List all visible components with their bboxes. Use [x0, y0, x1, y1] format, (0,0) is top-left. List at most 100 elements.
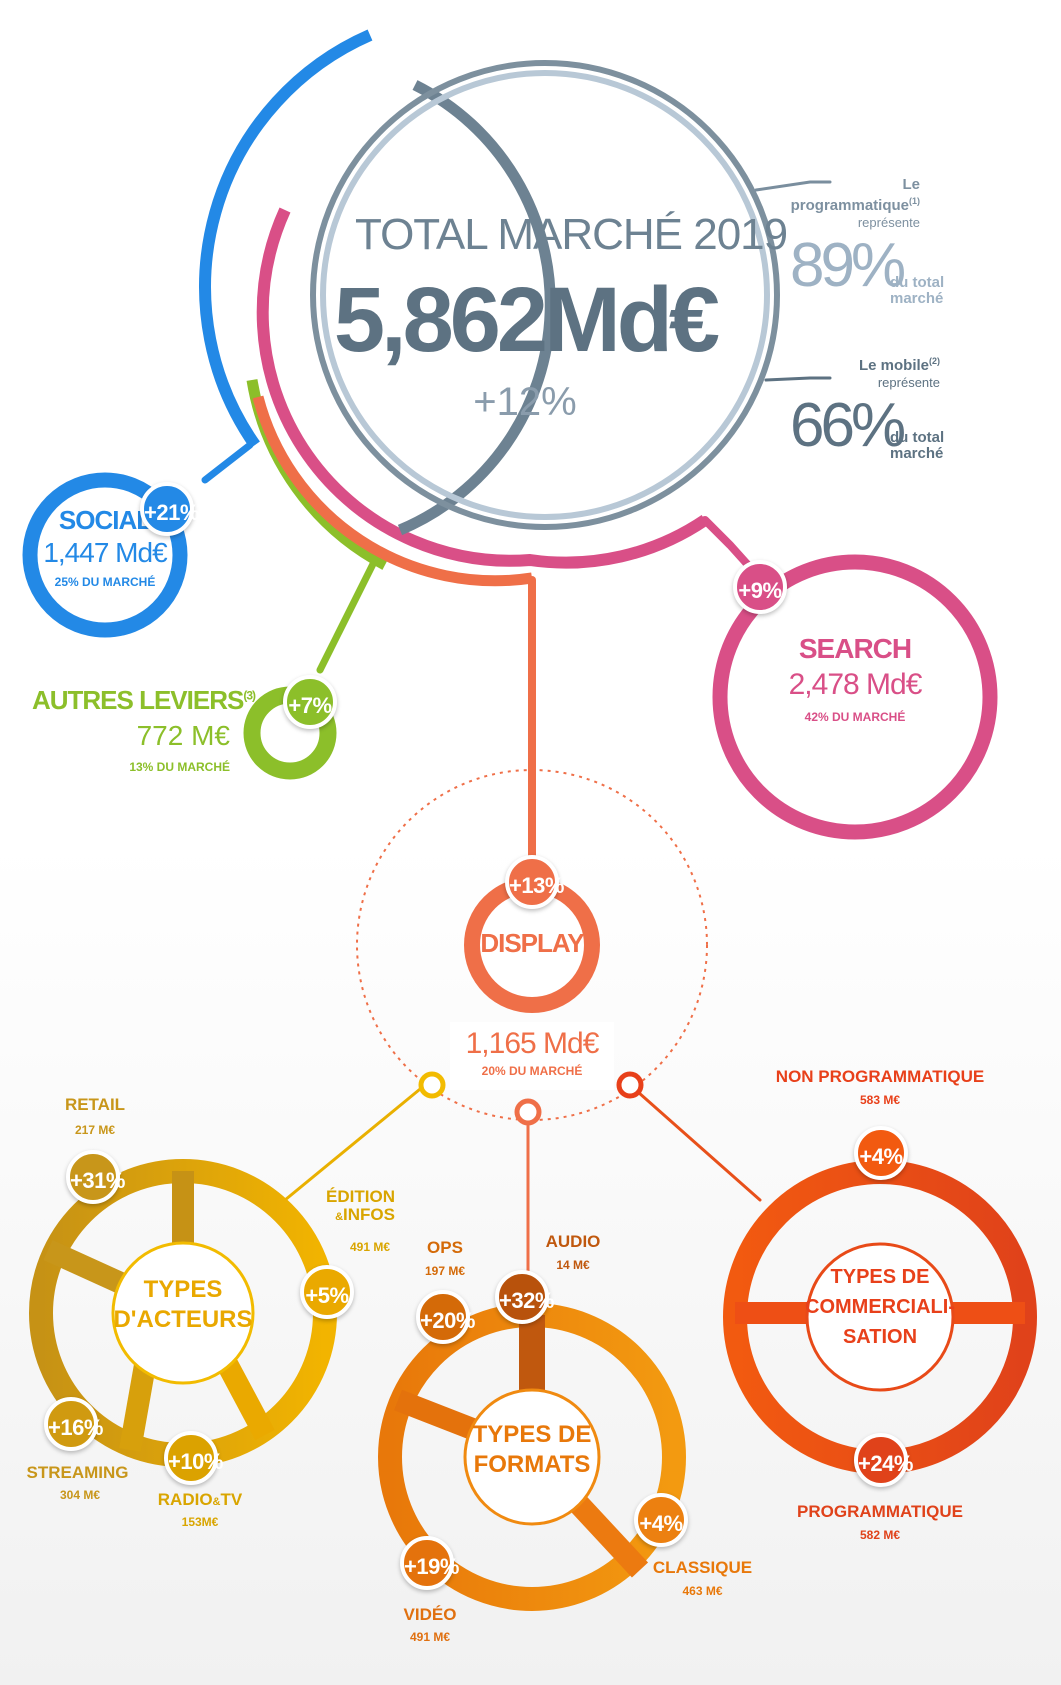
mobile-connector — [764, 376, 832, 382]
mobile-line1: Le mobile — [858, 357, 929, 374]
radio-growth-badge: +10% — [164, 1431, 223, 1485]
retail-value: 217 M€ — [74, 1123, 116, 1137]
mobile-line4: marché — [890, 445, 944, 462]
streaming-growth-badge: +16% — [44, 1397, 103, 1451]
edition-value: 491 M€ — [349, 1240, 390, 1254]
prog-name: PROGRAMMATIQUE — [797, 1502, 963, 1521]
autres-name: AUTRES LEVIERS — [31, 685, 244, 715]
commerc-connector — [628, 1083, 762, 1202]
mobile-line3: du total — [890, 429, 945, 446]
social-value: 1,447 Md€ — [43, 537, 167, 568]
autres-share: 13% DU MARCHÉ — [129, 760, 230, 774]
social-name: SOCIAL — [58, 505, 152, 535]
search-ring — [712, 554, 998, 840]
acteurs-center-line1: TYPES — [143, 1276, 223, 1303]
commerc-center-line2: COMMERCIALI- — [805, 1296, 955, 1318]
social-connector — [201, 441, 254, 484]
search-growth-badge: +9% — [733, 560, 787, 614]
programmatique-connector — [754, 180, 832, 192]
acteurs-center-label: TYPES D'ACTEURS — [113, 1275, 253, 1335]
autres-value: 772 M€ — [136, 720, 230, 751]
display-value: 1,165 Md€ — [465, 1027, 600, 1060]
acteurs-connector — [283, 1083, 427, 1202]
radio-amp: & — [212, 1496, 221, 1508]
display-arc — [252, 395, 533, 587]
prog-text-tail: du total marché — [890, 275, 950, 307]
formats-center-line1: TYPES DE — [472, 1421, 592, 1448]
edition-growth-badge: +5% — [300, 1265, 354, 1319]
search-value: 2,478 Md€ — [788, 668, 923, 701]
autres-note: (3) — [243, 688, 256, 703]
non-prog-name: NON PROGRAMMATIQUE — [775, 1067, 985, 1086]
prog-value: 582 M€ — [859, 1528, 901, 1542]
edition-name2-wrap: &INFOS — [325, 1206, 395, 1226]
edition-amp: & — [335, 1211, 344, 1223]
mobile-note: (2) — [929, 356, 940, 366]
search-share: 42% DU MARCHÉ — [804, 710, 906, 724]
video-name: VIDÉO — [403, 1605, 457, 1624]
autres-connector — [316, 556, 379, 674]
mobile-text-tail: du total marché — [890, 430, 950, 462]
ops-name: OPS — [427, 1238, 463, 1257]
radio-name2: TV — [220, 1490, 243, 1509]
total-inner-ring — [320, 70, 770, 520]
connectors — [201, 180, 832, 1292]
search-arc — [256, 207, 709, 569]
acteurs-center-line2: D'ACTEURS — [113, 1306, 253, 1333]
ops-value: 197 M€ — [424, 1264, 466, 1278]
retail-growth-badge: +31% — [66, 1150, 125, 1204]
formats-node — [514, 1098, 542, 1126]
total-title: TOTAL MARCHÉ 2019 — [355, 210, 788, 259]
prog-note: (1) — [909, 196, 920, 206]
audio-growth-badge: +32% — [495, 1270, 554, 1324]
retail-name: RETAIL — [64, 1095, 126, 1114]
search-name: SEARCH — [798, 633, 912, 664]
formats-center-label: TYPES DE FORMATS — [462, 1420, 602, 1480]
autres-name-wrap: AUTRES LEVIERS(3) — [30, 685, 256, 716]
autres-growth-badge: +7% — [283, 675, 337, 729]
commerc-node — [616, 1071, 644, 1099]
classique-value: 463 M€ — [682, 1584, 723, 1598]
prog-value: 89% — [790, 231, 906, 300]
display-value-bg — [450, 1022, 614, 1090]
social-arc — [199, 29, 373, 449]
mobile-line2: représente — [877, 375, 940, 390]
non-prog-growth-badge: +4% — [854, 1126, 908, 1180]
streaming-value: 304 M€ — [59, 1488, 101, 1502]
edition-label: ÉDITION &INFOS — [325, 1188, 395, 1226]
streaming-name: STREAMING — [26, 1463, 129, 1482]
mobile-text-block: Le mobile(2) représente — [790, 353, 940, 391]
commerc-center-label: TYPES DE COMMERCIALI- SATION — [800, 1262, 960, 1352]
prog-line2-wrap: programmatique(1) — [770, 193, 920, 214]
commerc-center-line3: SATION — [842, 1326, 918, 1348]
mobile-line1-wrap: Le mobile(2) — [790, 353, 940, 374]
mobile-value: 66% — [790, 391, 906, 460]
ops-growth-badge: +20% — [416, 1290, 475, 1344]
prog-line4: du total — [890, 274, 945, 291]
radio-name1: RADIO — [157, 1490, 213, 1509]
total-middle-ring — [310, 60, 780, 530]
audio-value: 14 M€ — [556, 1258, 590, 1272]
social-growth-badge: +21% — [140, 482, 199, 536]
radio-value: 153M€ — [181, 1515, 219, 1529]
formats-center-line2: FORMATS — [473, 1451, 591, 1478]
total-outer-arc — [397, 80, 556, 536]
non-prog-value: 583 M€ — [859, 1093, 901, 1107]
social-share: 25% DU MARCHÉ — [54, 575, 156, 589]
prog-growth-badge: +24% — [854, 1433, 913, 1487]
display-growth-badge: +13% — [505, 855, 564, 909]
edition-name2: INFOS — [343, 1205, 395, 1224]
total-growth: +12% — [473, 380, 577, 424]
prog-line3: représente — [857, 215, 920, 230]
classique-growth-badge: +4% — [634, 1493, 688, 1547]
total-value: 5,862Md€ — [333, 269, 720, 371]
prog-text-block: Le programmatique(1) représente — [770, 176, 920, 231]
prog-line2: programmatique — [790, 197, 909, 214]
radio-name-wrap: RADIO&TV — [145, 1490, 255, 1510]
video-growth-badge: +19% — [400, 1536, 459, 1590]
acteurs-node — [418, 1071, 446, 1099]
display-name: DISPLAY — [480, 928, 584, 958]
classique-name: CLASSIQUE — [652, 1558, 753, 1577]
prog-line5: marché — [890, 290, 944, 307]
display-share: 20% DU MARCHÉ — [481, 1064, 583, 1078]
